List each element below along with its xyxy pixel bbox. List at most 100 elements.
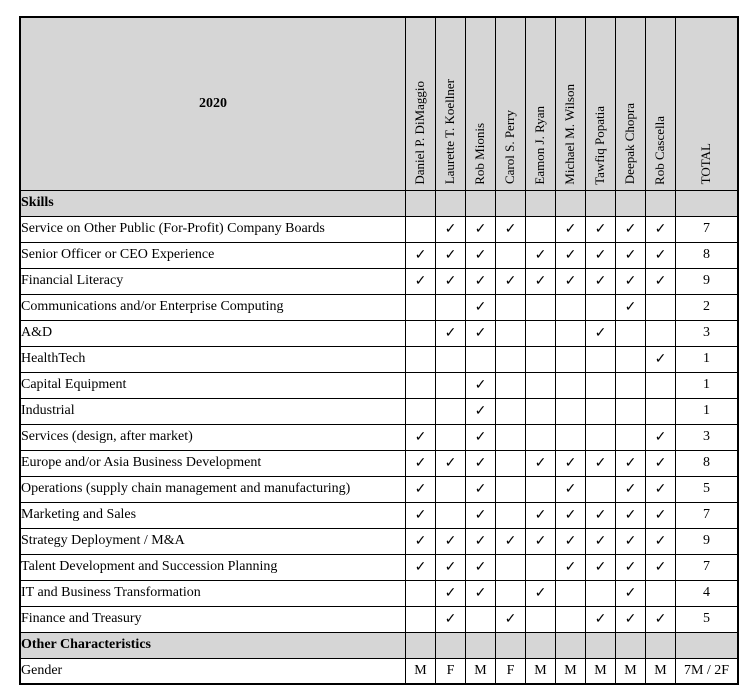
row-total: 7 <box>675 501 739 529</box>
check-cell: ✓ <box>435 579 466 607</box>
check-cell: ✓ <box>615 501 646 529</box>
value-cell: M <box>645 657 676 685</box>
matrix-body: Skills Service on Other Public (For-Profi… <box>19 189 739 685</box>
empty-cell <box>525 553 556 581</box>
check-cell: ✓ <box>645 423 676 451</box>
row-label: Services (design, after market) <box>19 423 406 451</box>
check-cell: ✓ <box>615 579 646 607</box>
section-label: Other Characteristics <box>19 631 406 659</box>
empty-cell <box>555 293 586 321</box>
check-cell: ✓ <box>405 527 436 555</box>
check-cell: ✓ <box>645 605 676 633</box>
check-cell: ✓ <box>585 319 616 347</box>
year-header-cell: 2020 <box>19 16 406 191</box>
row-label: Marketing and Sales <box>19 501 406 529</box>
check-cell: ✓ <box>465 371 496 399</box>
empty-cell <box>585 371 616 399</box>
check-cell: ✓ <box>435 553 466 581</box>
empty-cell <box>435 371 466 399</box>
check-cell: ✓ <box>615 475 646 503</box>
check-cell: ✓ <box>585 553 616 581</box>
check-cell: ✓ <box>405 475 436 503</box>
empty-cell <box>525 215 556 243</box>
row-total: 8 <box>675 241 739 269</box>
value-cell: F <box>495 657 526 685</box>
director-name-header: Rob Mionis <box>465 16 496 191</box>
check-cell: ✓ <box>645 475 676 503</box>
empty-cell <box>555 189 586 217</box>
row-total: 9 <box>675 267 739 295</box>
check-cell: ✓ <box>495 267 526 295</box>
empty-cell <box>465 189 496 217</box>
check-cell: ✓ <box>525 527 556 555</box>
empty-cell <box>405 319 436 347</box>
table-row: IT and Business Transformation ✓ ✓ ✓ ✓ 4 <box>19 579 739 607</box>
row-total: 1 <box>675 397 739 425</box>
row-label: Strategy Deployment / M&A <box>19 527 406 555</box>
director-name-label: Eamon J. Ryan <box>532 105 548 185</box>
check-cell: ✓ <box>555 475 586 503</box>
value-cell: F <box>435 657 466 685</box>
check-cell: ✓ <box>555 267 586 295</box>
check-cell: ✓ <box>585 527 616 555</box>
empty-cell <box>435 501 466 529</box>
empty-cell <box>465 631 496 659</box>
check-cell: ✓ <box>405 241 436 269</box>
value-cell: M <box>585 657 616 685</box>
table-row: Strategy Deployment / M&A ✓ ✓ ✓ ✓ ✓ ✓ ✓ ✓ ✓ 9 <box>19 527 739 555</box>
value-cell: M <box>405 657 436 685</box>
section-label: Skills <box>19 189 406 217</box>
check-cell: ✓ <box>585 501 616 529</box>
empty-cell <box>525 371 556 399</box>
director-name-header: Daniel P. DiMaggio <box>405 16 436 191</box>
empty-cell <box>495 397 526 425</box>
director-name-label: Deepak Chopra <box>622 103 638 185</box>
empty-cell <box>555 397 586 425</box>
empty-cell <box>555 319 586 347</box>
check-cell: ✓ <box>525 241 556 269</box>
empty-cell <box>405 579 436 607</box>
check-cell: ✓ <box>645 215 676 243</box>
section-row: Other Characteristics <box>19 631 739 659</box>
empty-cell <box>555 605 586 633</box>
empty-cell <box>435 293 466 321</box>
empty-cell <box>615 371 646 399</box>
empty-cell <box>525 631 556 659</box>
empty-cell <box>495 189 526 217</box>
check-cell: ✓ <box>435 267 466 295</box>
empty-cell <box>435 423 466 451</box>
director-name-label: Tawfiq Popatia <box>592 105 608 185</box>
empty-cell <box>405 371 436 399</box>
year-label: 2020 <box>199 95 227 111</box>
check-cell: ✓ <box>645 449 676 477</box>
row-label: Talent Development and Succession Planni… <box>19 553 406 581</box>
row-total: 9 <box>675 527 739 555</box>
director-name-header: Carol S. Perry <box>495 16 526 191</box>
row-total: 1 <box>675 371 739 399</box>
row-label: Financial Literacy <box>19 267 406 295</box>
director-name-label: Daniel P. DiMaggio <box>412 80 428 185</box>
check-cell: ✓ <box>615 267 646 295</box>
check-cell: ✓ <box>585 215 616 243</box>
row-total <box>675 189 739 217</box>
row-label: Gender <box>19 657 406 685</box>
check-cell: ✓ <box>405 501 436 529</box>
row-label: Europe and/or Asia Business Development <box>19 449 406 477</box>
check-cell: ✓ <box>495 605 526 633</box>
empty-cell <box>645 189 676 217</box>
empty-cell <box>405 397 436 425</box>
empty-cell <box>645 293 676 321</box>
value-cell: M <box>615 657 646 685</box>
empty-cell <box>495 345 526 373</box>
empty-cell <box>585 397 616 425</box>
table-row: Capital Equipment ✓ 1 <box>19 371 739 399</box>
table-row: Gender M F M F M M M M M 7M / 2F <box>19 657 739 685</box>
table-row: Europe and/or Asia Business Development ✓… <box>19 449 739 477</box>
check-cell: ✓ <box>555 215 586 243</box>
empty-cell <box>645 319 676 347</box>
check-cell: ✓ <box>405 553 436 581</box>
empty-cell <box>495 501 526 529</box>
check-cell: ✓ <box>555 553 586 581</box>
check-cell: ✓ <box>435 319 466 347</box>
